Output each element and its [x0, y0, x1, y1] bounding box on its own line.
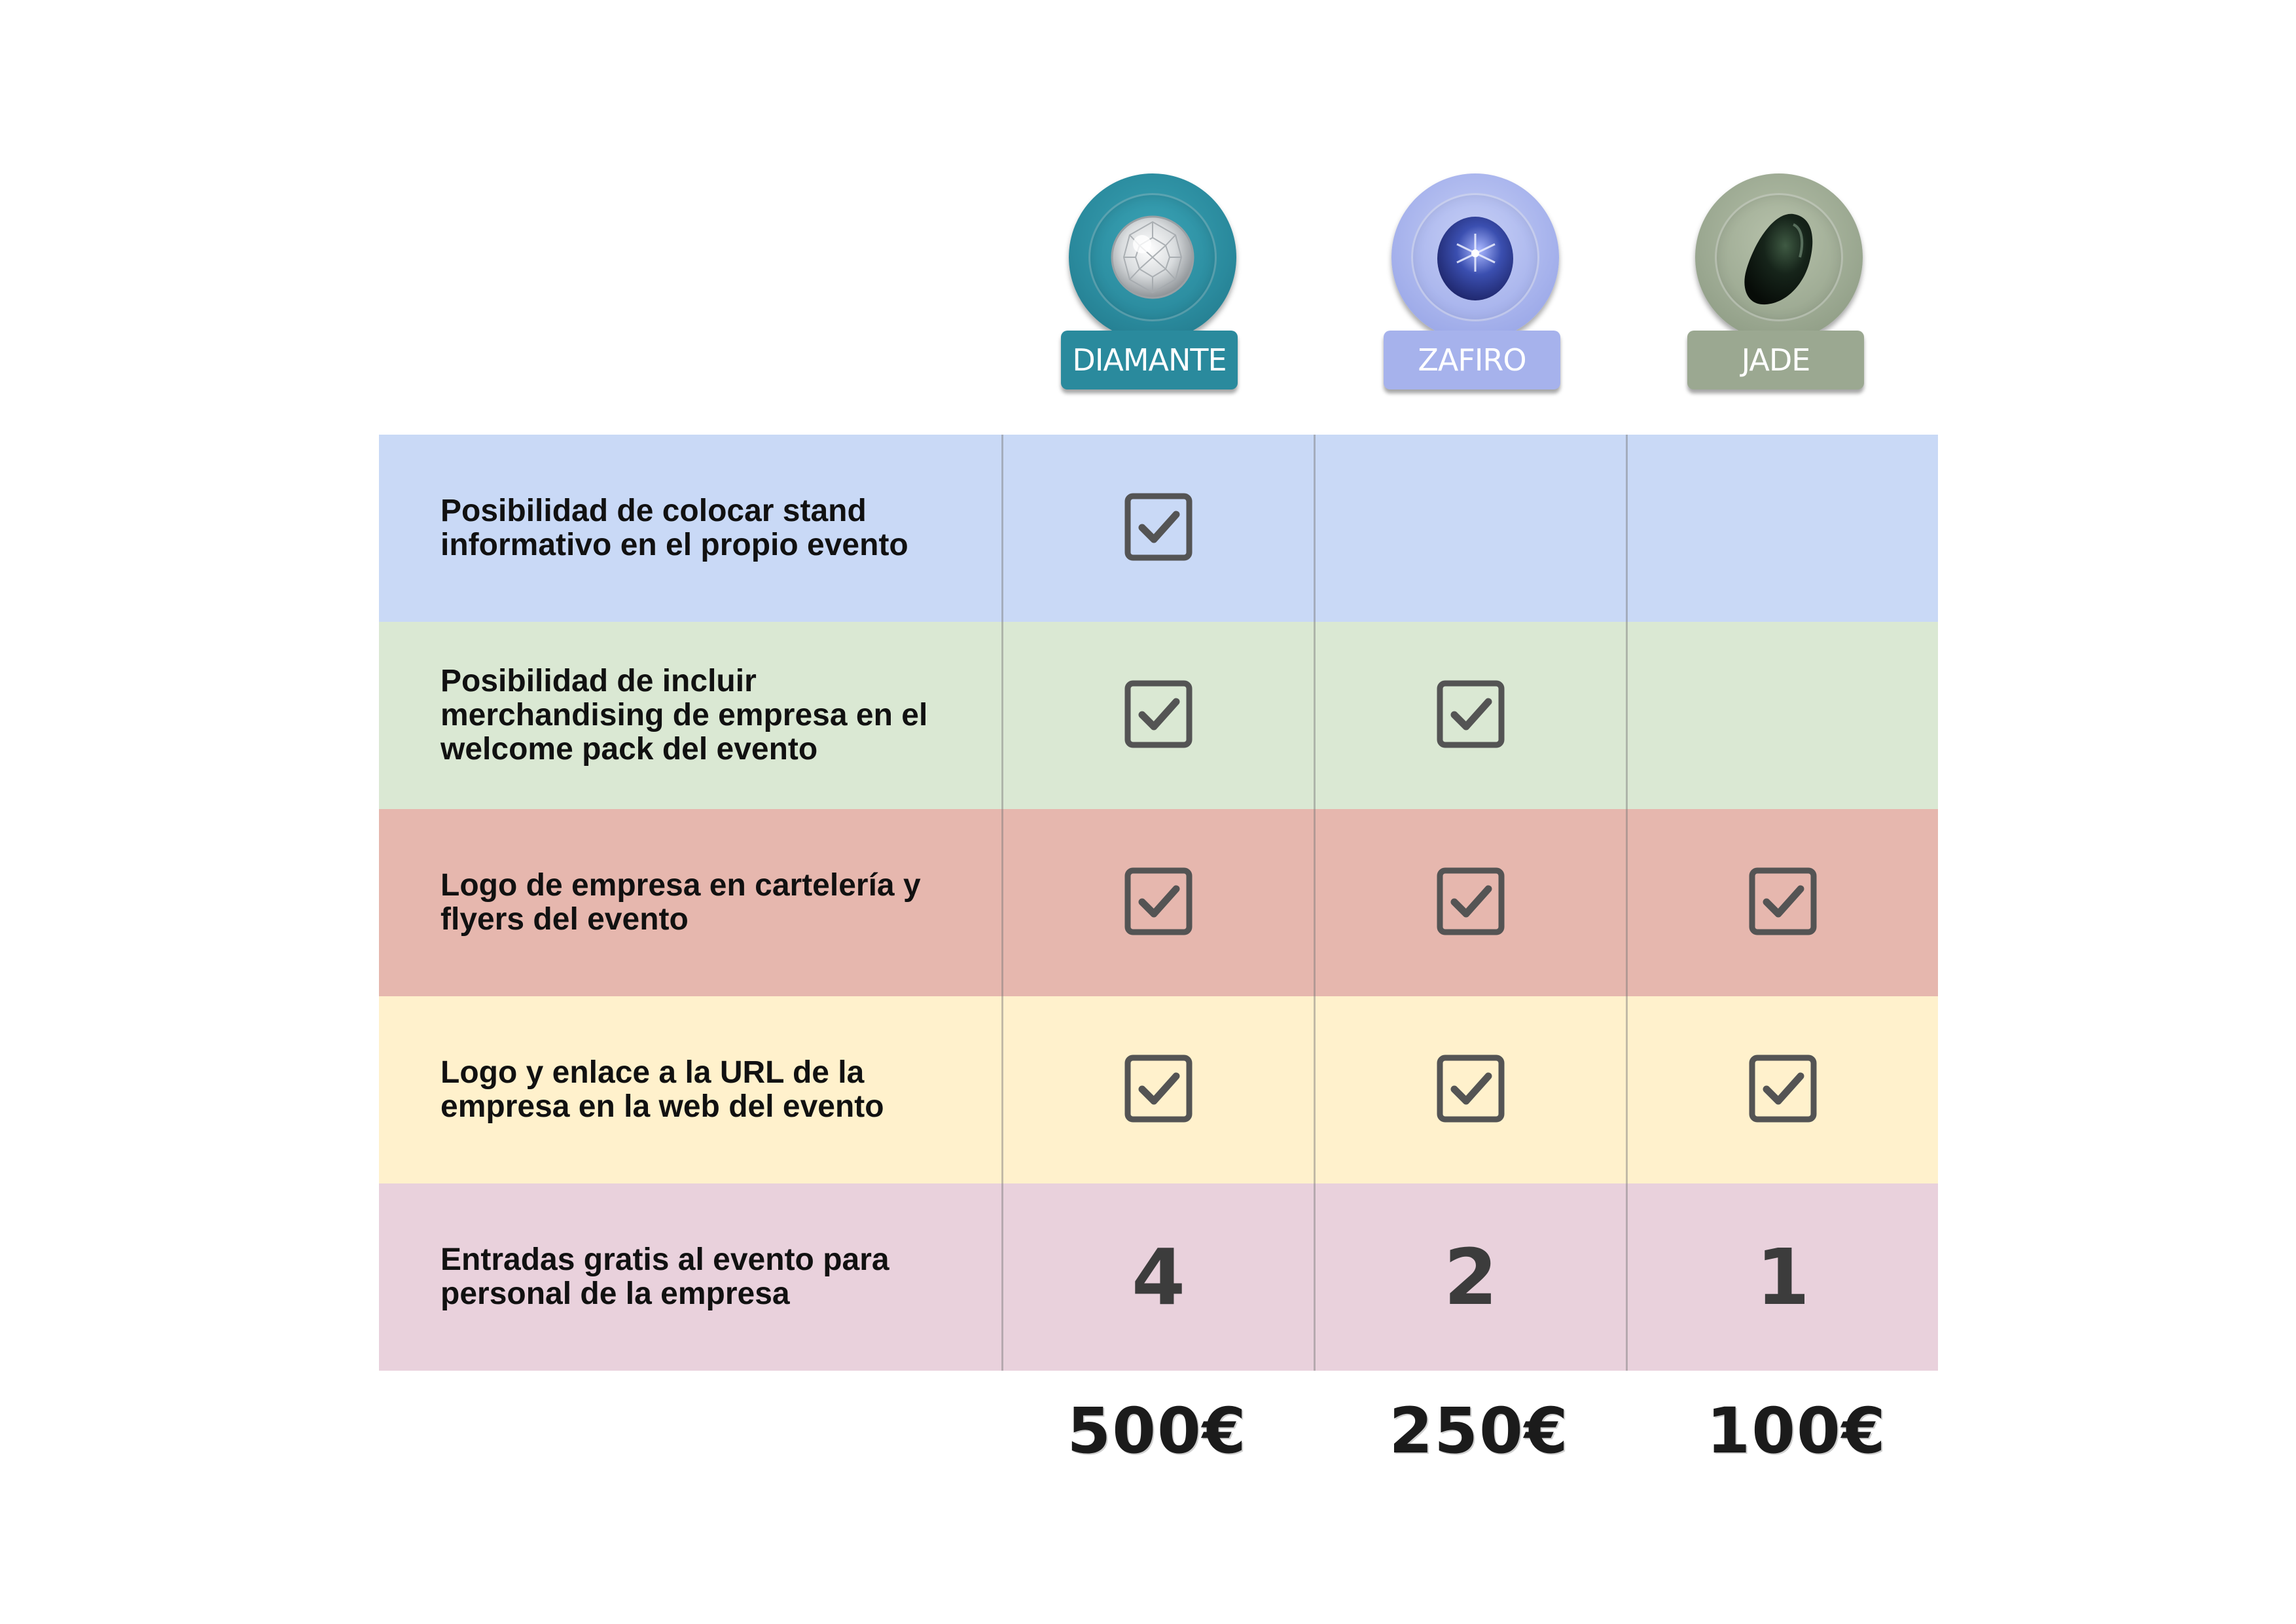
table-row: Posibilidad de incluir merchandising de … [379, 622, 1938, 809]
table-row: Posibilidad de colocar stand informativo… [379, 435, 1938, 622]
checked-box-icon [1122, 865, 1194, 941]
checked-box-icon [1122, 678, 1194, 753]
tier-cell-diamante [1001, 996, 1314, 1183]
table-row: Logo y enlace a la URL de la empresa en … [379, 996, 1938, 1183]
price-diamante: 500€ [1067, 1394, 1247, 1468]
table-row: Entradas gratis al evento para personal … [379, 1183, 1938, 1371]
feature-cell: Entradas gratis al evento para personal … [379, 1183, 1001, 1371]
tier-cell-jade [1626, 996, 1938, 1183]
tier-cell-jade [1626, 435, 1938, 622]
feature-label: Logo y enlace a la URL de la empresa en … [440, 1055, 884, 1124]
tier-cell-jade [1626, 622, 1938, 809]
feature-label: Posibilidad de incluir merchandising de … [440, 664, 928, 767]
tier-badge-zafiro: ZAFIRO [1384, 173, 1567, 393]
checked-box-icon [1435, 678, 1507, 753]
tier-cell-jade: 1 [1626, 1183, 1938, 1371]
jade-medal [1695, 173, 1863, 341]
free-tickets-count: 4 [1131, 1232, 1186, 1322]
checked-box-icon [1435, 865, 1507, 941]
tier-cell-jade [1626, 809, 1938, 996]
tier-cell-diamante: 4 [1001, 1183, 1314, 1371]
zafiro-medal [1391, 173, 1559, 341]
diamond-gem-icon [1111, 215, 1194, 299]
tier-cell-zafiro: 2 [1314, 1183, 1626, 1371]
checked-box-icon [1747, 1053, 1819, 1128]
diamante-medal [1069, 173, 1236, 341]
free-tickets-count: 2 [1443, 1232, 1498, 1322]
tier-badge-diamante: DIAMANTE [1061, 173, 1244, 393]
tier-cell-zafiro [1314, 809, 1626, 996]
feature-label: Entradas gratis al evento para personal … [440, 1242, 889, 1311]
feature-label: Posibilidad de colocar stand informativo… [440, 494, 908, 562]
tier-cell-diamante [1001, 622, 1314, 809]
tier-cell-zafiro [1314, 435, 1626, 622]
table-row: Logo de empresa en cartelería y flyers d… [379, 809, 1938, 996]
jade-stone-icon [1744, 213, 1813, 305]
checked-box-icon [1747, 865, 1819, 941]
tier-badge-jade: JADE [1687, 173, 1871, 393]
tier-cell-diamante [1001, 809, 1314, 996]
checked-box-icon [1122, 491, 1194, 566]
price-jade: 100€ [1706, 1394, 1887, 1468]
free-tickets-count: 1 [1755, 1232, 1810, 1322]
tier-cell-zafiro [1314, 996, 1626, 1183]
feature-cell: Posibilidad de incluir merchandising de … [379, 622, 1001, 809]
feature-cell: Logo y enlace a la URL de la empresa en … [379, 996, 1001, 1183]
tier-cell-diamante [1001, 435, 1314, 622]
tier-label-diamante: DIAMANTE [1061, 331, 1238, 389]
checked-box-icon [1435, 1053, 1507, 1128]
price-zafiro: 250€ [1389, 1394, 1570, 1468]
tier-label-jade: JADE [1687, 331, 1864, 389]
sapphire-gem-icon [1437, 217, 1513, 300]
checked-box-icon [1122, 1053, 1194, 1128]
tier-label-zafiro: ZAFIRO [1384, 331, 1560, 389]
sponsorship-comparison-table: Posibilidad de colocar stand informativo… [379, 435, 1938, 1371]
feature-cell: Posibilidad de colocar stand informativo… [379, 435, 1001, 622]
tier-cell-zafiro [1314, 622, 1626, 809]
feature-cell: Logo de empresa en cartelería y flyers d… [379, 809, 1001, 996]
feature-label: Logo de empresa en cartelería y flyers d… [440, 868, 921, 937]
